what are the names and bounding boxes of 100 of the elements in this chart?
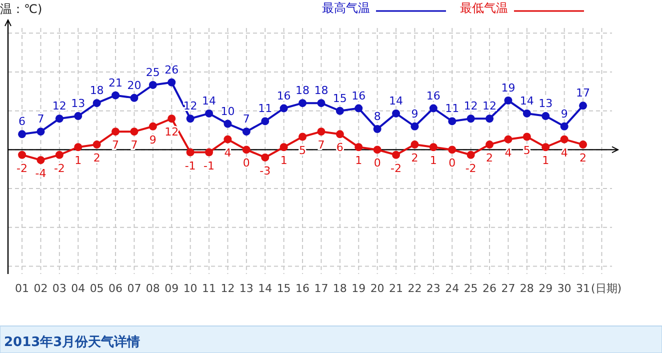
point — [36, 128, 45, 136]
point — [261, 117, 270, 126]
x-tick-label: 12 — [220, 282, 235, 295]
point — [18, 130, 26, 138]
data-label: 2 — [486, 152, 494, 165]
point — [148, 80, 157, 89]
x-tick-label: 23 — [426, 282, 440, 295]
point — [298, 132, 307, 141]
x-tick-label: 03 — [52, 282, 66, 295]
data-label: 12 — [464, 100, 478, 113]
data-label: 12 — [482, 100, 497, 113]
x-tick-label: 01 — [15, 282, 30, 295]
data-label: 10 — [220, 104, 235, 118]
data-label: -4 — [35, 167, 46, 180]
x-tick-label: 14 — [258, 282, 272, 295]
point — [168, 114, 176, 123]
data-label: 13 — [71, 97, 86, 110]
data-label: 17 — [576, 86, 590, 100]
data-label: 16 — [426, 89, 440, 102]
data-label: 15 — [332, 92, 347, 105]
data-label: 1 — [355, 154, 362, 168]
data-label: 13 — [538, 97, 553, 110]
data-label: 9 — [560, 107, 568, 120]
point — [74, 143, 82, 152]
point — [486, 140, 494, 149]
point — [392, 150, 400, 159]
point — [298, 99, 307, 108]
data-label: -1 — [204, 159, 215, 172]
point — [522, 132, 531, 141]
point — [92, 99, 101, 108]
data-label: 19 — [501, 82, 516, 95]
x-tick-label: 31 — [576, 282, 590, 295]
point — [112, 128, 120, 136]
y-axis-title: 温：℃) — [0, 2, 42, 16]
data-label: -1 — [184, 159, 196, 172]
data-label: 14 — [202, 94, 216, 108]
data-label: 9 — [411, 107, 418, 120]
data-label: -2 — [390, 162, 402, 175]
point — [542, 112, 550, 120]
point — [224, 135, 232, 144]
x-tick-label: 06 — [108, 282, 123, 295]
data-label: 11 — [258, 102, 272, 116]
data-label: 26 — [164, 63, 179, 76]
data-label: 4 — [560, 146, 568, 160]
data-label: 1 — [430, 154, 437, 168]
data-label: -2 — [16, 162, 28, 175]
point — [429, 104, 438, 112]
x-tick-label: 15 — [276, 282, 291, 295]
point — [317, 128, 326, 136]
point — [466, 114, 475, 123]
data-label: 6 — [18, 115, 26, 128]
point — [504, 135, 512, 144]
x-tick-label: 22 — [408, 282, 422, 295]
point — [486, 114, 494, 123]
point — [410, 122, 419, 130]
point — [242, 146, 250, 154]
point — [55, 114, 64, 123]
x-tick-label: 02 — [34, 282, 48, 295]
x-tick-label: 28 — [520, 282, 534, 295]
point — [55, 150, 64, 159]
data-label: 25 — [146, 66, 160, 79]
point — [205, 109, 214, 118]
point — [18, 150, 26, 159]
data-label: 1 — [74, 154, 82, 168]
x-tick-label: 17 — [314, 282, 328, 295]
data-label: 21 — [108, 76, 123, 90]
data-label: 18 — [314, 84, 328, 98]
data-label: 7 — [112, 138, 120, 152]
x-axis-title: (日期) — [591, 282, 622, 295]
data-label: 12 — [183, 100, 198, 113]
point — [504, 96, 512, 105]
x-tick-label: 09 — [164, 282, 179, 295]
x-tick-label: 13 — [239, 282, 254, 295]
point — [522, 109, 531, 118]
point — [579, 102, 588, 110]
point — [354, 104, 363, 112]
point — [410, 140, 419, 149]
data-label: -2 — [465, 162, 476, 175]
data-label: 11 — [445, 102, 460, 116]
data-label: 16 — [352, 89, 366, 102]
x-tick-label: 25 — [464, 282, 478, 295]
point — [579, 140, 588, 149]
point — [186, 148, 194, 156]
x-tick-label: 04 — [71, 282, 86, 295]
data-label: 1 — [542, 154, 550, 168]
x-tick-label: 07 — [127, 282, 142, 295]
data-label: 8 — [374, 110, 381, 123]
x-tick-label: 27 — [501, 282, 516, 295]
data-label: 14 — [389, 94, 404, 108]
x-tick-label: 26 — [482, 282, 497, 295]
point — [280, 104, 288, 112]
x-tick-label: 24 — [445, 282, 460, 295]
point — [429, 143, 438, 152]
point — [36, 156, 45, 164]
data-label: 0 — [242, 156, 250, 170]
point — [448, 146, 456, 154]
point — [92, 140, 101, 149]
data-label: 12 — [164, 126, 179, 139]
data-label: 0 — [374, 156, 381, 170]
point — [373, 124, 382, 133]
